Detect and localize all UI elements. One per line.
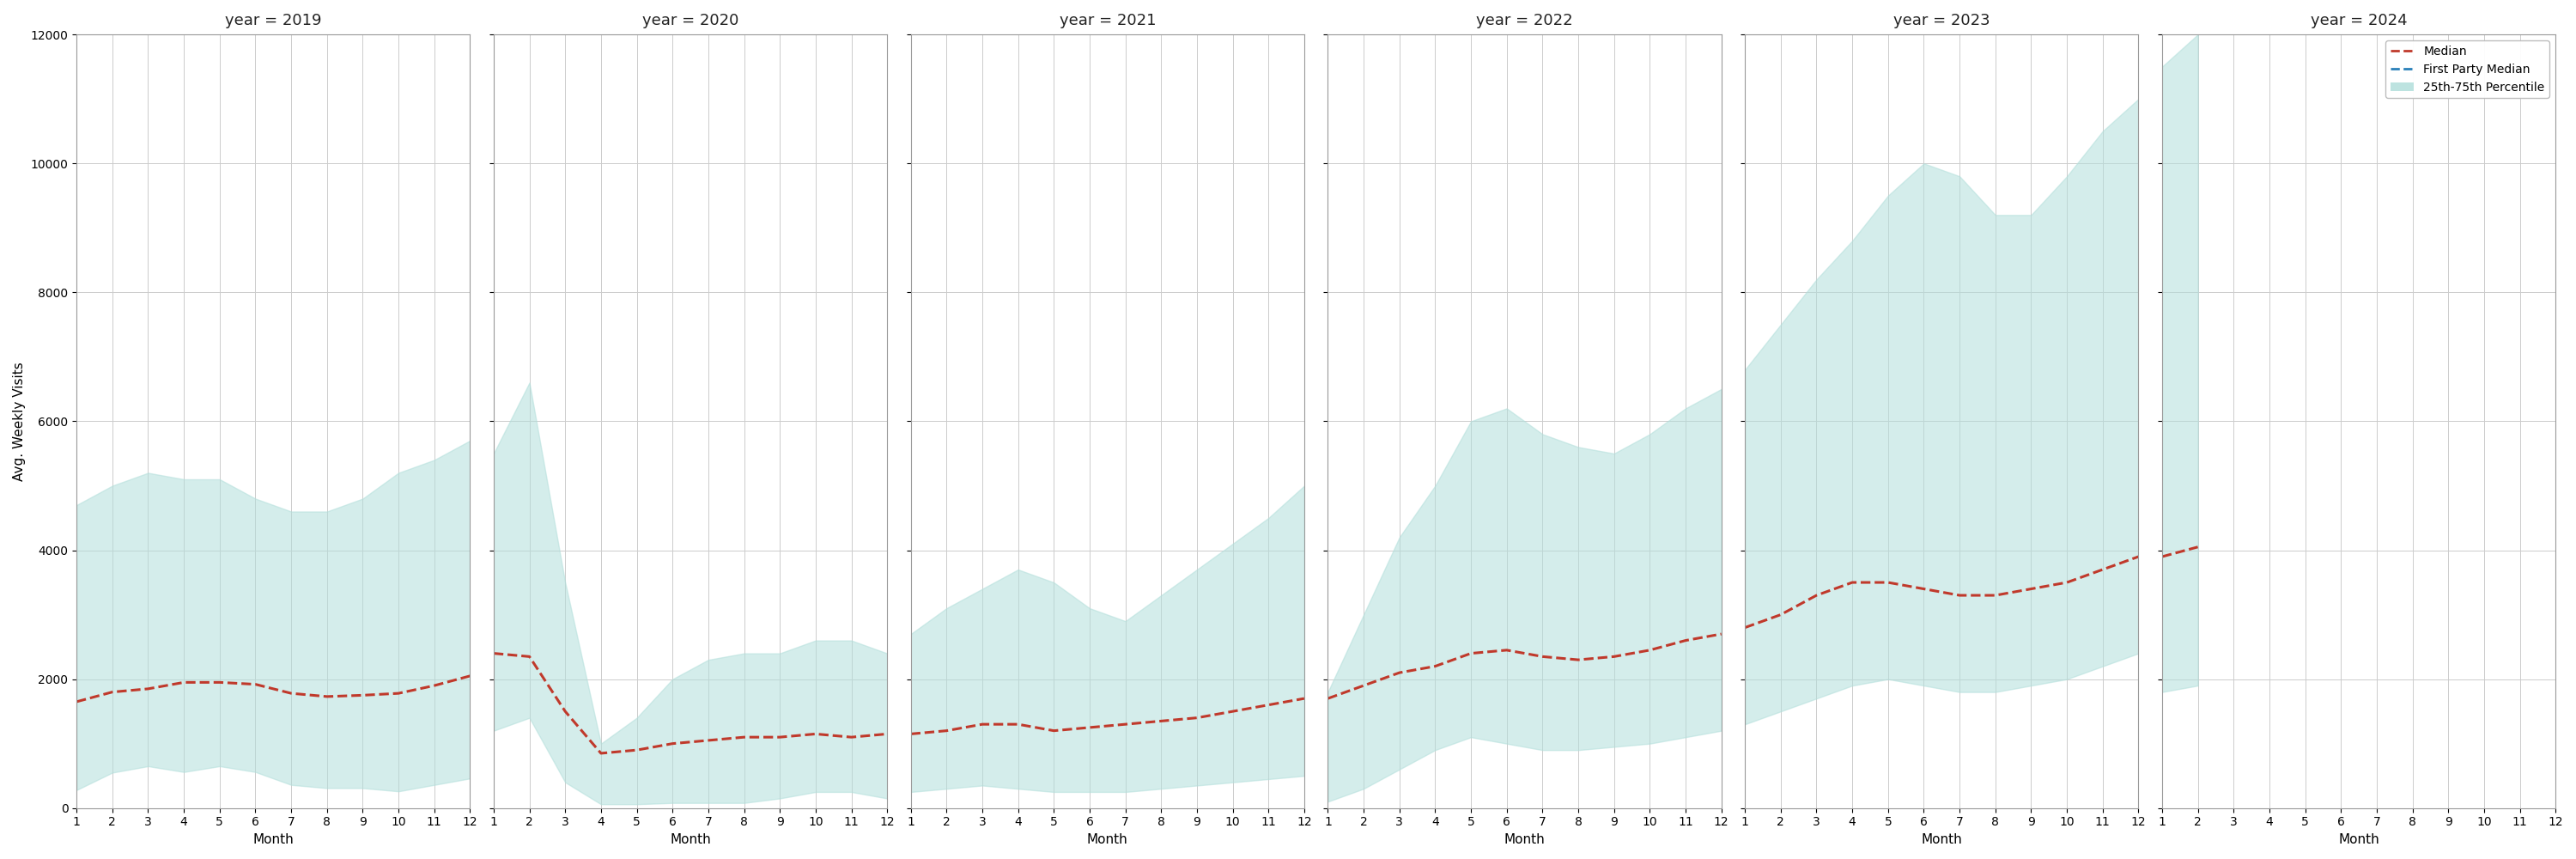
Line: Median: Median	[1327, 634, 1721, 698]
X-axis label: Month: Month	[1504, 833, 1546, 846]
Title: year = 2019: year = 2019	[224, 13, 322, 28]
X-axis label: Month: Month	[670, 833, 711, 846]
Median	[729, 732, 760, 742]
Median	[1218, 706, 1249, 716]
Median	[1945, 590, 1976, 600]
Title: year = 2024: year = 2024	[2311, 13, 2406, 28]
Median	[549, 706, 580, 716]
Median	[930, 726, 961, 736]
X-axis label: Month: Month	[1922, 833, 1963, 846]
Median	[1600, 651, 1631, 661]
Median	[1801, 590, 1832, 600]
Median	[1528, 651, 1558, 661]
Median	[1705, 629, 1736, 639]
Median	[1455, 649, 1486, 659]
X-axis label: Month: Month	[1087, 833, 1128, 846]
Line: Median: Median	[2161, 547, 2197, 557]
Median	[1728, 623, 1759, 633]
Median	[2182, 542, 2213, 552]
Median	[837, 732, 868, 742]
Line: Median: Median	[912, 698, 1303, 734]
Median	[2146, 551, 2177, 562]
Median	[896, 728, 927, 739]
Median	[621, 745, 652, 755]
X-axis label: Month: Month	[252, 833, 294, 846]
Median	[871, 728, 902, 739]
Median	[1873, 577, 1904, 588]
Median	[515, 651, 546, 661]
Median	[348, 690, 379, 700]
Line: Median: Median	[77, 676, 469, 702]
Median	[657, 739, 688, 749]
Median	[1110, 719, 1141, 729]
Median	[2123, 551, 2154, 562]
Median	[62, 697, 93, 707]
Median	[453, 671, 484, 681]
Line: Median: Median	[1744, 557, 2138, 628]
Median	[1288, 693, 1319, 704]
Line: Median: Median	[495, 654, 886, 753]
Median	[1564, 655, 1595, 665]
Median	[1146, 716, 1177, 726]
Median	[1074, 722, 1105, 733]
Median	[1981, 590, 2012, 600]
Title: year = 2020: year = 2020	[641, 13, 739, 28]
Median	[1909, 584, 1940, 594]
Median	[2014, 584, 2045, 594]
Median	[479, 649, 510, 659]
Median	[1633, 645, 1664, 655]
Median	[1002, 719, 1033, 729]
Median	[1347, 680, 1378, 691]
Median	[420, 680, 451, 691]
Median	[966, 719, 997, 729]
Legend: Median, First Party Median, 25th-75th Percentile: Median, First Party Median, 25th-75th Pe…	[2385, 40, 2550, 98]
Median	[1837, 577, 1868, 588]
Median	[1419, 661, 1450, 672]
Median	[2050, 577, 2081, 588]
Median	[204, 677, 234, 687]
Median	[240, 679, 270, 690]
Median	[765, 732, 796, 742]
Median	[1038, 726, 1069, 736]
Median	[167, 677, 198, 687]
Title: year = 2022: year = 2022	[1476, 13, 1574, 28]
Median	[801, 728, 832, 739]
Median	[312, 691, 343, 702]
Median	[1182, 713, 1213, 723]
Median	[276, 688, 307, 698]
Median	[1765, 610, 1795, 620]
Median	[1252, 700, 1283, 710]
Median	[585, 748, 616, 758]
Median	[98, 687, 129, 698]
Y-axis label: Avg. Weekly Visits: Avg. Weekly Visits	[13, 362, 26, 481]
Median	[131, 684, 162, 694]
Median	[1669, 636, 1700, 646]
Median	[1383, 667, 1414, 678]
Median	[1492, 645, 1522, 655]
Median	[2087, 564, 2117, 575]
Median	[384, 688, 415, 698]
Title: year = 2021: year = 2021	[1059, 13, 1157, 28]
Title: year = 2023: year = 2023	[1893, 13, 1991, 28]
Median	[1311, 693, 1342, 704]
X-axis label: Month: Month	[2339, 833, 2380, 846]
Median	[693, 735, 724, 746]
